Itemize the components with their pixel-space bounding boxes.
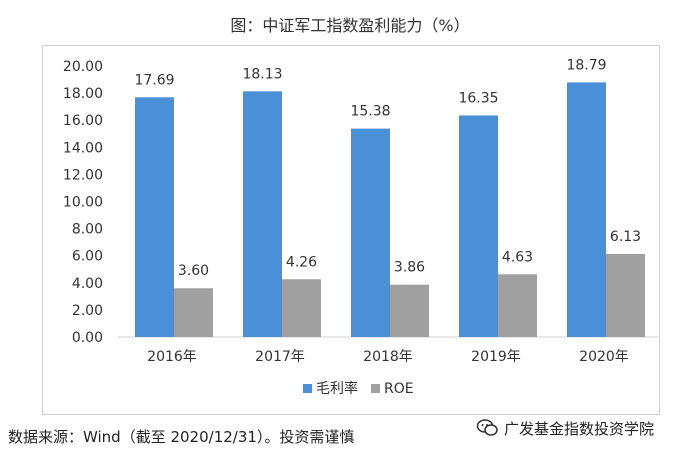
bar-2 <box>390 284 429 337</box>
data-label: 4.63 <box>502 249 533 265</box>
data-label: 15.38 <box>350 104 390 120</box>
legend-label: ROE <box>384 381 414 397</box>
y-tick-label: 4.00 <box>72 276 103 292</box>
bar-1 <box>351 128 390 337</box>
bar-2 <box>498 274 537 337</box>
wechat-icon <box>476 419 498 436</box>
x-tick-label: 2020年 <box>579 349 629 365</box>
chart-title: 图：中证军工指数盈利能力（%） <box>230 16 470 35</box>
legend-swatch <box>303 384 312 393</box>
bar-2 <box>282 279 321 337</box>
y-tick-label: 14.00 <box>63 140 103 156</box>
watermark-text: 广发基金指数投资学院 <box>504 419 655 438</box>
watermark: 广发基金指数投资学院 <box>476 415 696 441</box>
bar-1 <box>567 82 606 337</box>
y-tick-label: 18.00 <box>63 86 103 102</box>
bar-1 <box>135 97 174 337</box>
legend-swatch <box>371 384 380 393</box>
bar-1 <box>459 115 498 338</box>
data-label: 3.60 <box>178 263 209 279</box>
x-tick-label: 2019年 <box>471 349 521 365</box>
y-tick-label: 8.00 <box>72 222 103 238</box>
y-tick-label: 6.00 <box>72 249 103 265</box>
x-tick-label: 2016年 <box>147 349 197 365</box>
bar-2 <box>606 253 645 337</box>
bar-1 <box>243 91 282 337</box>
y-tick-label: 16.00 <box>63 113 103 129</box>
data-label: 17.69 <box>134 72 174 88</box>
chart-frame <box>42 45 660 415</box>
data-label: 18.13 <box>242 66 282 82</box>
y-tick-label: 2.00 <box>72 303 103 319</box>
legend-label: 毛利率 <box>316 380 358 397</box>
data-label: 3.86 <box>394 260 425 276</box>
source-note: 数据来源：Wind（截至 2020/12/31）。投资需谨慎 <box>8 428 355 446</box>
data-label: 4.26 <box>286 254 317 270</box>
y-tick-label: 20.00 <box>63 59 103 75</box>
y-tick-label: 0.00 <box>72 330 103 346</box>
bar-2 <box>174 288 213 337</box>
x-tick-label: 2018年 <box>363 349 413 365</box>
x-tick-label: 2017年 <box>255 349 305 365</box>
data-label: 16.35 <box>458 90 498 106</box>
data-label: 18.79 <box>566 57 606 73</box>
data-label: 6.13 <box>610 229 641 245</box>
y-tick-label: 12.00 <box>63 167 103 183</box>
y-tick-label: 10.00 <box>63 195 103 211</box>
